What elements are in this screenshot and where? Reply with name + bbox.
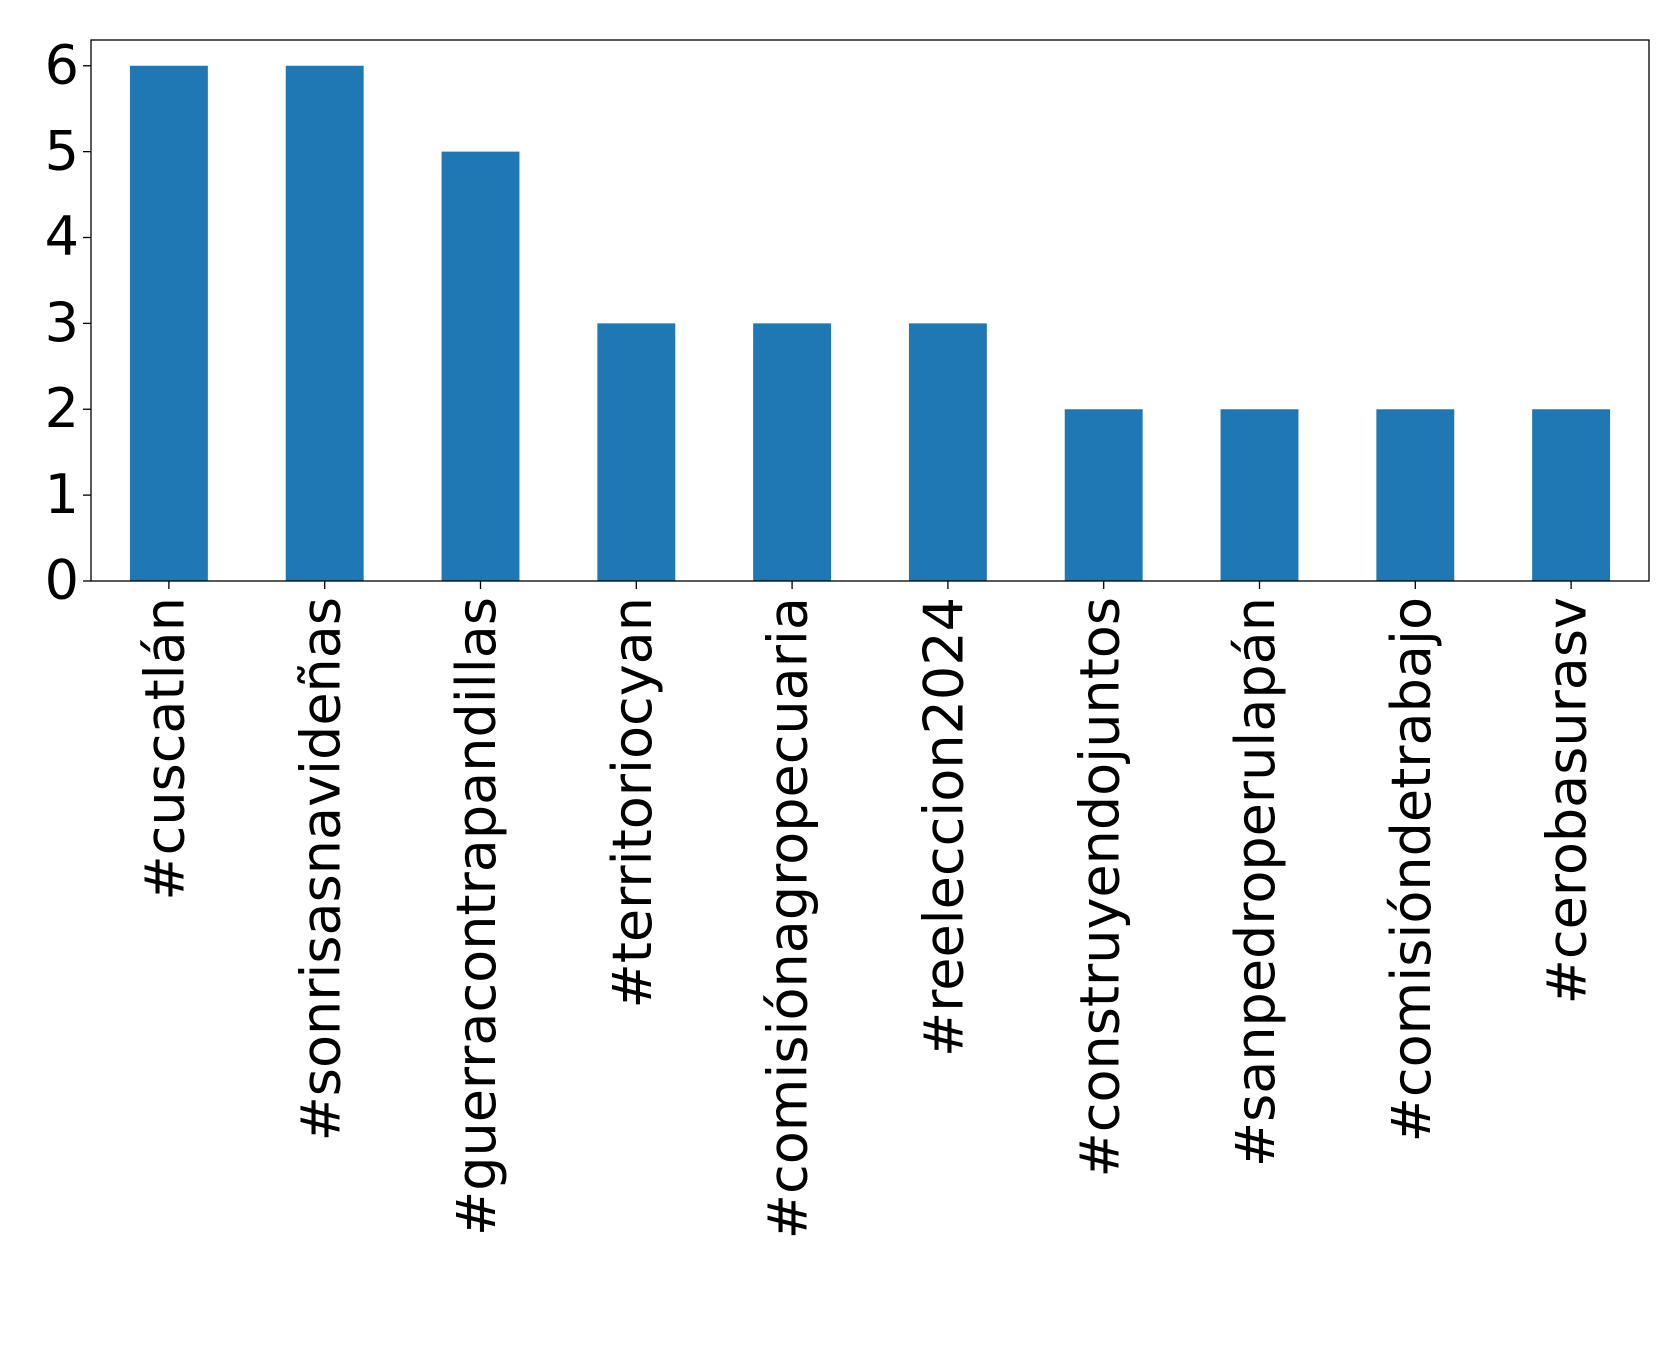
x-tick-label: #cerobasurasv bbox=[1536, 597, 1599, 1004]
plot-frame bbox=[90, 39, 1650, 582]
x-tick-label: #sanpedroperulapán bbox=[1224, 597, 1287, 1167]
y-tick-label: 6 bbox=[45, 33, 79, 96]
x-tick-label: #cuscatlán bbox=[134, 597, 197, 901]
bar bbox=[129, 65, 208, 581]
bar bbox=[908, 323, 987, 581]
y-tick-label: 3 bbox=[45, 291, 79, 354]
x-tick-label: #reeleccion2024 bbox=[913, 597, 976, 1057]
bar bbox=[1220, 409, 1299, 581]
x-tick-label: #territoriocyan bbox=[601, 597, 664, 1009]
x-tick-label: #comisióndetrabajo bbox=[1380, 597, 1443, 1142]
bar bbox=[1064, 409, 1143, 581]
x-tick-label: #guerracontrapandillas bbox=[445, 597, 508, 1236]
y-tick-label: 1 bbox=[45, 463, 79, 526]
bar bbox=[1532, 409, 1611, 581]
bar bbox=[441, 151, 520, 581]
bar bbox=[285, 65, 364, 581]
x-tick-label: #comisiónagropecuaria bbox=[757, 597, 820, 1239]
bar bbox=[753, 323, 832, 581]
y-tick-label: 5 bbox=[45, 119, 79, 182]
y-tick-label: 2 bbox=[45, 377, 79, 440]
y-tick-label: 0 bbox=[45, 549, 79, 612]
bar bbox=[1376, 409, 1455, 581]
x-tick-label: #sonrisasnavideñas bbox=[289, 597, 352, 1141]
y-tick-label: 4 bbox=[45, 205, 79, 268]
x-tick-label: #construyendojuntos bbox=[1068, 597, 1131, 1177]
bar bbox=[597, 323, 676, 581]
